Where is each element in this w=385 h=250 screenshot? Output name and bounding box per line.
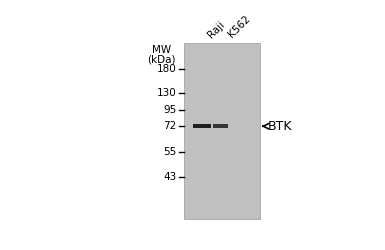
Text: 180: 180 [157,64,176,74]
Text: Raji: Raji [206,19,227,40]
Text: 72: 72 [163,121,176,131]
Text: (kDa): (kDa) [147,55,176,65]
Text: 43: 43 [163,172,176,182]
Text: MW: MW [152,45,171,55]
Bar [193,124,211,128]
Bar [184,44,260,219]
Text: 130: 130 [157,88,176,98]
Text: K562: K562 [226,14,253,40]
Text: BTK: BTK [268,120,292,133]
Bar [213,124,228,128]
Text: 55: 55 [163,147,176,157]
Text: 95: 95 [163,104,176,115]
